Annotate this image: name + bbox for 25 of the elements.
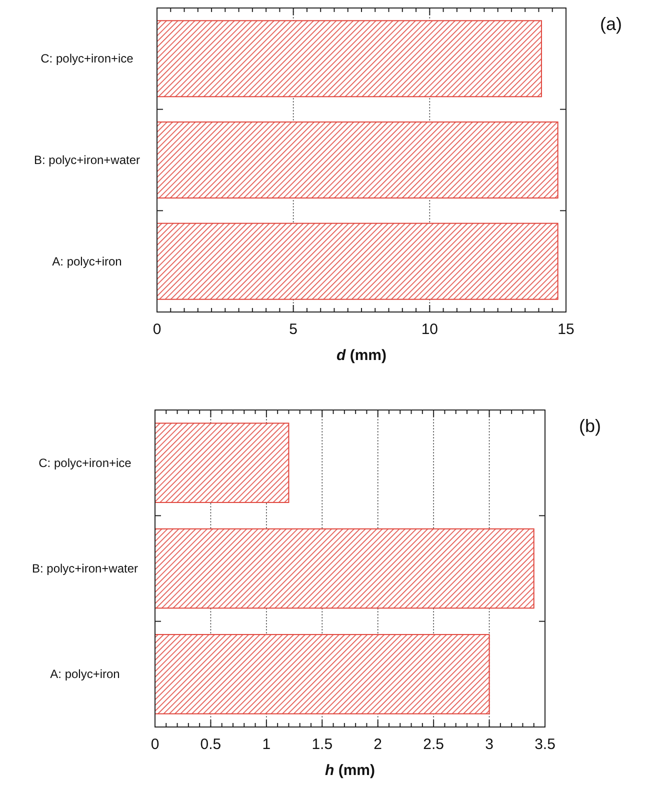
x-tick-label: 15 bbox=[558, 321, 574, 338]
text: (a) bbox=[600, 14, 622, 34]
bar bbox=[154, 422, 290, 503]
y-tick-label: A: polyc+iron bbox=[50, 667, 120, 682]
bar bbox=[154, 634, 490, 714]
y-tick-label: C: polyc+iron+ice bbox=[40, 52, 134, 66]
x-tick-label: 2 bbox=[374, 736, 382, 753]
x-tick-label: 3 bbox=[485, 736, 494, 753]
x-tick-label: 5 bbox=[289, 321, 298, 338]
x-axis-title: h (mm) bbox=[324, 762, 376, 779]
x-tick-label: 10 bbox=[421, 321, 438, 338]
x-tick-label: 3.5 bbox=[534, 736, 556, 753]
y-tick-label: B: polyc+iron+water bbox=[34, 153, 140, 167]
x-tick-label: 0 bbox=[152, 321, 162, 338]
x-tick-label: 0 bbox=[150, 736, 160, 753]
y-tick-label: C: polyc+iron+ice bbox=[38, 456, 132, 470]
x-axis-title: d (mm) bbox=[336, 347, 387, 364]
x-tick-label: 2.5 bbox=[423, 736, 444, 753]
x-tick-label: 1 bbox=[262, 736, 271, 753]
bar bbox=[154, 528, 534, 609]
y-tick-label: B: polyc+iron+water bbox=[32, 562, 138, 576]
y-tick-label: A: polyc+iron bbox=[52, 254, 122, 268]
x-tick-label: 0.5 bbox=[200, 736, 222, 753]
text: (b) bbox=[579, 416, 601, 436]
x-tick-label: 1.5 bbox=[312, 736, 333, 753]
